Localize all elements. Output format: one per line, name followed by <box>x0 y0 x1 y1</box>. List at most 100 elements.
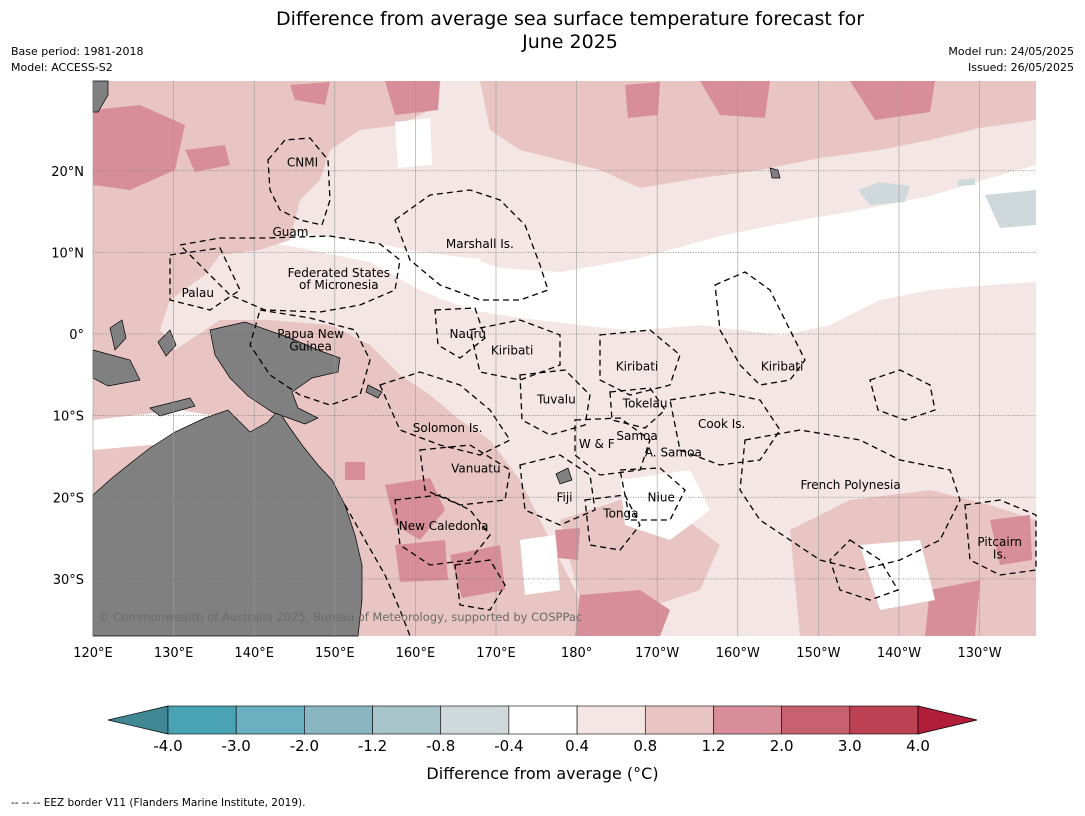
eez-border-kiribati-central <box>599 329 681 396</box>
eez-footnote: -- -- -- EEZ border V11 (Flanders Marine… <box>11 797 306 809</box>
land-sulawesi <box>109 319 127 351</box>
eez-border-niue <box>619 467 686 521</box>
anomaly-patch-12 <box>575 590 670 636</box>
longitude-tick-label: 160°E <box>396 646 436 661</box>
longitude-tick-label: 170°W <box>635 646 679 661</box>
base-period: Base period: 1981-2018 <box>11 45 144 58</box>
near-average-patch-1 <box>395 118 432 168</box>
region-label: Samoa <box>616 429 657 443</box>
eez-border-se <box>829 539 899 601</box>
eez-border-png <box>249 309 371 406</box>
land-australia <box>92 409 363 637</box>
region-label: W & F <box>579 437 615 451</box>
region-label: Tokelau <box>622 396 668 410</box>
anomaly-patch-10 <box>450 545 505 598</box>
eez-border-micronesia <box>178 235 401 313</box>
eez-border-cnmi <box>267 137 331 226</box>
eez-border-kiribati-east <box>714 271 806 386</box>
anomaly-patch-8 <box>385 478 445 540</box>
eez-border-french-polynesia <box>739 429 961 571</box>
latitude-tick-label: 0° <box>69 328 84 343</box>
latitude-tick-labels: 20°N 10°N 0° 10°S 20°S 30°S <box>51 165 84 588</box>
region-label: A. Samoa <box>645 445 702 459</box>
negative-anomaly-patch-2 <box>985 190 1036 228</box>
region-label: Marshall Is. <box>446 237 514 251</box>
eez-border-fp-east <box>869 369 936 421</box>
anomaly-patch-11 <box>555 528 580 560</box>
eez-borders <box>169 137 1037 637</box>
meta-right: Model run: 24/05/2025 Issued: 26/05/2025 <box>948 44 1074 76</box>
longitude-tick-label: 140°E <box>234 646 274 661</box>
eez-border-fiji <box>519 454 596 526</box>
near-average-patch-5 <box>860 540 935 610</box>
eez-border-vanuatu <box>419 444 511 506</box>
land-hawaii <box>769 167 781 179</box>
title-line-1: Difference from average sea surface temp… <box>275 8 865 30</box>
anomaly-patch-6 <box>700 81 770 118</box>
region-label: Federated States <box>288 266 390 280</box>
gridlines <box>92 81 1036 636</box>
eez-border-tuvalu <box>519 369 591 436</box>
land-layer <box>92 80 781 637</box>
eez-border-nauru <box>434 307 486 359</box>
eez-border-samoa <box>574 417 651 476</box>
longitude-tick-label: 130°W <box>957 646 1001 661</box>
eez-border-new-caledonia <box>394 494 491 566</box>
copyright-note: © Commonwealth of Australia 2025, Bureau… <box>98 610 582 624</box>
region-label: Pitcairn <box>977 535 1022 549</box>
title-line-2: June 2025 <box>522 31 618 53</box>
chart-title: Difference from average sea surface temp… <box>0 8 1085 54</box>
anomaly-patch-1 <box>93 105 185 190</box>
model-name: Model: ACCESS-S2 <box>11 61 113 74</box>
region-label: Is. <box>993 547 1007 561</box>
longitude-tick-label: 150°W <box>796 646 840 661</box>
latitude-tick-label: 20°N <box>51 165 84 180</box>
anomaly-patch-2 <box>185 145 230 172</box>
eez-border-solomons <box>379 371 511 456</box>
longitude-tick-label: 160°W <box>716 646 760 661</box>
eez-border-norfolk <box>454 559 506 611</box>
longitude-tick-label: 130°E <box>154 646 194 661</box>
region-label: Kiribati <box>761 360 803 374</box>
colorbar-label: Difference from average (°C) <box>426 764 659 783</box>
near-average-patch-4 <box>620 470 710 540</box>
longitude-tick-label: 150°E <box>315 646 355 661</box>
anomaly-patch-7 <box>850 81 935 120</box>
eez-border-cook <box>669 391 781 466</box>
anomaly-patch-4 <box>385 81 440 115</box>
eez-border-palau <box>169 247 241 311</box>
region-label: Cook Is. <box>698 417 745 431</box>
land-solomons <box>365 384 383 399</box>
region-label: Papua New <box>277 327 344 341</box>
eez-border-tasman <box>344 504 411 637</box>
negative-anomaly-patch-1 <box>858 182 910 205</box>
latitude-tick-label: 10°N <box>51 246 84 261</box>
region-label: Niue <box>648 490 675 504</box>
near-average-patch-6 <box>520 535 560 595</box>
latitude-tick-label: 20°S <box>53 491 84 506</box>
longitude-tick-labels: 120°E 130°E 140°E 150°E 160°E 170°E 180° 170°W 1… <box>73 646 1002 661</box>
land-new-guinea <box>209 321 341 425</box>
region-label: Nauru <box>450 327 486 341</box>
longitude-tick-label: 120°E <box>73 646 113 661</box>
land-fiji <box>555 467 573 485</box>
anomaly-patch-13 <box>925 580 980 636</box>
eez-border-tonga <box>584 494 641 551</box>
negative-anomaly-patch-3 <box>958 178 975 186</box>
near-average-patch-2 <box>425 258 490 300</box>
region-label: Guinea <box>289 339 332 353</box>
region-label: Fiji <box>556 490 572 504</box>
region-label: New Caledonia <box>399 519 489 533</box>
anomaly-region-pale-2 <box>640 325 780 352</box>
region-label: Tonga <box>602 507 638 521</box>
region-label: of Micronesia <box>299 278 379 292</box>
region-label: Solomon Is. <box>413 421 483 435</box>
region-label: Kiribati <box>491 343 533 357</box>
eez-border-pitcairn <box>964 499 1037 576</box>
model-run: Model run: 24/05/2025 <box>948 45 1074 58</box>
region-label: Guam <box>272 225 308 239</box>
issued-date: Issued: 26/05/2025 <box>967 61 1074 74</box>
region-label: CNMI <box>287 156 318 170</box>
